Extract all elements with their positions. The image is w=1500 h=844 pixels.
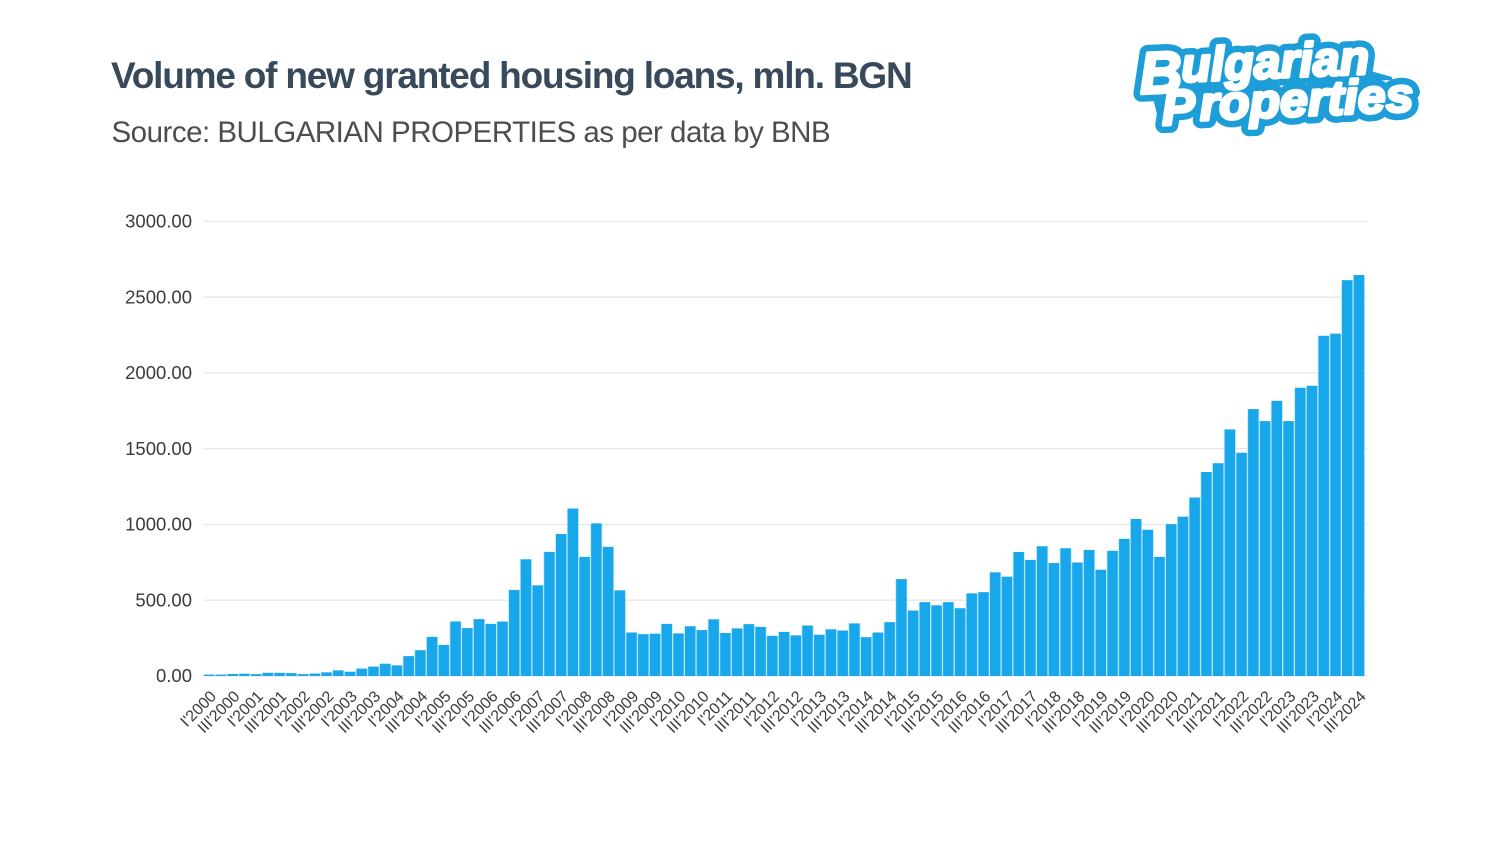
svg-text:P: P [1160, 79, 1196, 136]
svg-text:0.00: 0.00 [156, 665, 192, 686]
svg-text:1000.00: 1000.00 [125, 514, 192, 535]
svg-text:3000.00: 3000.00 [125, 211, 192, 232]
svg-text:500.00: 500.00 [135, 589, 192, 610]
svg-text:ulgarian: ulgarian [1180, 32, 1370, 93]
svg-text:Volume of new granted housing: Volume of new granted housing loans, mln… [111, 55, 911, 96]
svg-text:Source: BULGARIAN PROPERTIES a: Source: BULGARIAN PROPERTIES as per data… [112, 116, 831, 149]
svg-text:2500.00: 2500.00 [125, 286, 192, 307]
svg-text:2000.00: 2000.00 [125, 362, 192, 383]
svg-text:1500.00: 1500.00 [125, 438, 192, 459]
svg-text:roperties: roperties [1198, 69, 1414, 131]
svg-text:B: B [1138, 39, 1183, 107]
svg-text:B: B [1138, 39, 1183, 107]
